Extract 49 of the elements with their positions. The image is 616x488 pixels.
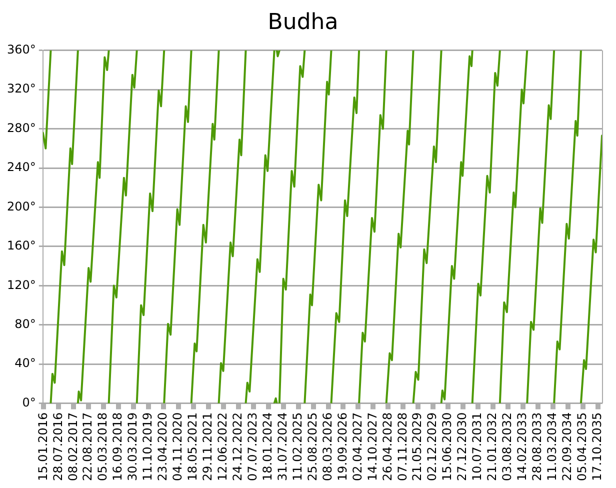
x-tick-label: 11.03.2034 — [545, 412, 560, 482]
x-tick-label: 28.07.2016 — [50, 412, 65, 482]
x-tick-label: 11.10.2019 — [140, 412, 155, 482]
x-tick-label: 21.01.2032 — [485, 412, 500, 482]
x-tick-label: 27.12.2030 — [455, 412, 470, 482]
y-tick-label: 40° — [14, 356, 36, 370]
chart-title: Budha — [268, 10, 338, 35]
x-tick-label: 17.10.2035 — [590, 412, 604, 482]
x-tick-label: 28.08.2033 — [530, 412, 544, 482]
x-tick-label: 10.07.2031 — [470, 412, 484, 482]
x-tick-label: 19.09.2026 — [335, 412, 350, 482]
x-tick-label: 16.09.2018 — [110, 412, 125, 482]
x-tick-label: 15.06.2030 — [440, 412, 454, 482]
x-tick-label: 25.08.2025 — [305, 412, 320, 482]
x-tick-label: 04.11.2020 — [170, 412, 185, 482]
x-tick-label: 02.12.2029 — [425, 412, 440, 482]
y-tick-label: 240° — [7, 160, 36, 174]
y-tick-label: 160° — [7, 238, 36, 253]
y-tick-label: 120° — [7, 278, 36, 292]
x-tick-label: 23.04.2020 — [156, 412, 170, 482]
y-tick-label: 320° — [7, 82, 36, 96]
x-tick-label: 07.07.2023 — [245, 412, 260, 482]
x-tick-label: 03.08.2032 — [500, 412, 514, 482]
x-tick-label: 08.02.2017 — [66, 412, 80, 482]
x-tick-label: 30.03.2019 — [126, 412, 140, 482]
x-tick-label: 11.02.2025 — [290, 412, 304, 482]
x-tick-label: 05.04.2035 — [575, 412, 589, 482]
y-tick-label: 0° — [22, 395, 36, 410]
x-tick-label: 22.09.2034 — [560, 412, 574, 482]
x-tick-label: 07.11.2028 — [395, 412, 410, 482]
x-tick-label: 15.01.2016 — [36, 412, 50, 482]
y-tick-label: 80° — [14, 316, 36, 331]
x-tick-label: 31.07.2024 — [275, 412, 290, 482]
y-tick-label: 360° — [7, 42, 36, 57]
x-tick-label: 12.06.2022 — [216, 412, 230, 482]
y-tick-label: 280° — [7, 120, 36, 135]
x-tick-label: 24.12.2022 — [230, 412, 245, 482]
x-tick-label: 26.04.2028 — [380, 412, 394, 482]
x-tick-label: 18.05.2021 — [186, 412, 200, 482]
x-tick-label: 18.01.2024 — [260, 412, 274, 482]
x-tick-label: 08.03.2026 — [320, 412, 334, 482]
x-tick-label: 21.05.2029 — [410, 412, 424, 482]
x-tick-label: 29.11.2021 — [200, 412, 215, 482]
x-tick-label: 14.10.2027 — [365, 412, 380, 482]
y-tick-label: 200° — [7, 199, 36, 214]
x-tick-label: 05.03.2018 — [96, 412, 110, 482]
x-tick-label: 14.02.2033 — [515, 412, 530, 482]
x-tick-label: 22.08.2017 — [80, 412, 95, 482]
x-tick-label: 02.04.2027 — [350, 412, 364, 482]
